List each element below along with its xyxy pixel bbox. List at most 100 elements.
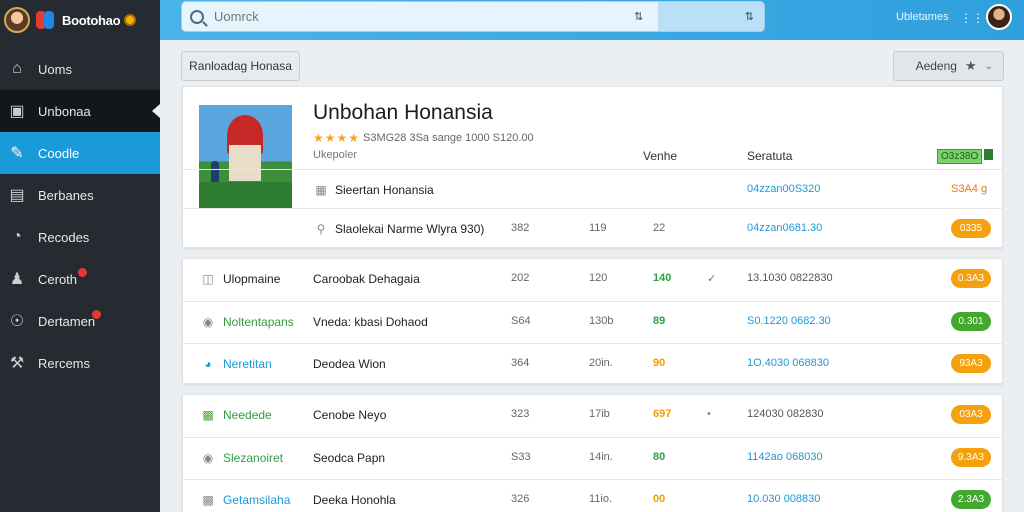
row-col2: 119 xyxy=(589,222,607,234)
notification-badge xyxy=(78,268,87,277)
sort-label: Aedeng xyxy=(915,59,957,73)
row-name: Neretitan xyxy=(223,357,272,371)
logo-icon xyxy=(36,11,56,29)
rating-text: S3MG28 3Sa sange 1000 S120.00 xyxy=(363,132,534,144)
row-pill[interactable]: 03A3 xyxy=(951,405,991,424)
plants-shape xyxy=(199,182,292,208)
featured-title: Unbohan Honansia xyxy=(313,101,493,124)
row-pill[interactable]: 0.3A3 xyxy=(951,269,991,288)
sidebar-item-recodes[interactable]: ◔ Recodes xyxy=(0,216,160,258)
row-col1: S64 xyxy=(511,315,531,327)
list-card: ◫ Ulopmaine Caroobak Dehagaia 202 120 14… xyxy=(182,258,1004,384)
row-tick: ✓ xyxy=(707,273,717,285)
sidebar-item-dertamen[interactable]: ☉ Dertamen xyxy=(0,300,160,342)
users-icon: ♟ xyxy=(9,271,25,288)
row-desc: Deeka Honohla xyxy=(313,493,396,507)
row-col1: S33 xyxy=(511,451,531,463)
table-row[interactable]: ◕ Neretitan Deodea Wion 364 20in. 90 1O.… xyxy=(183,343,1004,384)
row-code: 04zzan0681.30 xyxy=(747,222,823,234)
total-badge: O3z38O xyxy=(937,149,983,164)
sidebar-item-inbox[interactable]: ▣ Unbonaa xyxy=(0,90,160,132)
row-col3: 90 xyxy=(653,357,666,369)
brand[interactable]: Bootohao xyxy=(0,0,160,40)
rating-stars: ★★★★ xyxy=(313,131,361,145)
row-code: 10.030 008830 xyxy=(747,493,821,505)
row-code: S0.1220 0682.30 xyxy=(747,315,831,327)
sidebar-item-label: Coodle xyxy=(38,145,80,161)
sidebar-item-label: Dertamen xyxy=(38,313,96,329)
table-row[interactable]: ▩ Getamsilaha Deeka Honohla 326 11io. 00… xyxy=(183,479,1004,512)
sidebar-item-label: Unbonaa xyxy=(38,103,91,119)
sidebar-item-rercems[interactable]: ⚒ Rercems xyxy=(0,342,160,384)
row-code: 04zzan00S320 xyxy=(747,183,821,195)
table-row[interactable]: ◉ Slezanoiret Seodca Papn S33 14in. 80 1… xyxy=(183,437,1004,478)
user-avatar[interactable] xyxy=(986,4,1012,30)
table-row[interactable]: ◫ Ulopmaine Caroobak Dehagaia 202 120 14… xyxy=(183,259,1004,300)
sidebar-item-ceroth[interactable]: ♟ Ceroth xyxy=(0,258,160,300)
table-row[interactable]: ⚲ Slaolekai Narme Wlyra 930) 382 119 22 … xyxy=(183,208,1004,249)
row-code: 1O.4030 068830 xyxy=(747,357,829,369)
row-code: 1142ao 068030 xyxy=(747,451,823,463)
sidebar-item-label: Berbanes xyxy=(38,187,94,203)
row-col2: 130b xyxy=(589,315,614,327)
sidebar-item-label: Recodes xyxy=(38,229,90,245)
column-header-status[interactable]: Seratuta xyxy=(747,149,793,163)
sidebar-item-coodle[interactable]: ✎ Coodle xyxy=(0,132,160,174)
voice-icon[interactable]: ⇅ xyxy=(744,11,754,23)
circle-icon: ◕ xyxy=(204,357,212,371)
list-card: ▩ Needede Cenobe Neyo 323 17ib 697 • 124… xyxy=(182,394,1004,512)
row-amount: S3A4 g xyxy=(951,183,988,195)
download-button[interactable]: Ranloadag Honasa xyxy=(181,51,300,81)
row-pill[interactable]: 0.301 xyxy=(951,312,991,331)
row-name: Ulopmaine xyxy=(223,272,281,286)
active-caret-icon xyxy=(152,104,160,118)
row-pill[interactable]: 9.3A3 xyxy=(951,448,991,467)
featured-card: Unbohan Honansia ★★★★ S3MG28 3Sa sange 1… xyxy=(182,86,1004,249)
sidebar-item-label: Rercems xyxy=(38,355,91,371)
top-link[interactable]: Ubletames xyxy=(896,11,949,23)
search-icon xyxy=(190,9,204,24)
row-desc: Deodea Wion xyxy=(313,357,386,371)
row-name: Noltentapans xyxy=(223,315,294,329)
filter-icon[interactable]: ⇅ xyxy=(634,11,644,23)
apps-icon[interactable]: ⋮⋮ xyxy=(960,11,984,25)
row-col2: 20in. xyxy=(589,357,613,369)
row-pill[interactable]: 93A3 xyxy=(951,354,991,373)
row-col1: 323 xyxy=(511,408,530,420)
column-header-vendor[interactable]: Venhe xyxy=(643,149,678,163)
row-desc: Seodca Papn xyxy=(313,451,386,465)
column-header-label: Ukepoler xyxy=(313,149,358,161)
person-shape xyxy=(211,161,219,191)
row-pill[interactable]: 2.3A3 xyxy=(951,490,991,509)
row-name: Getamsilaha xyxy=(223,493,291,507)
row-col3: 22 xyxy=(653,222,666,234)
row-col1: 326 xyxy=(511,493,530,505)
key-icon: ⚲ xyxy=(316,222,326,236)
row-col2: 17ib xyxy=(589,408,610,420)
bag-icon: ◫ xyxy=(202,272,214,286)
table-row[interactable]: ▩ Needede Cenobe Neyo 323 17ib 697 • 124… xyxy=(183,395,1004,436)
sidebar-nav: ⌂ Uoms ▣ Unbonaa ✎ Coodle ▤ Berbanes ◔ R… xyxy=(0,48,160,384)
row-pill[interactable]: 0335 xyxy=(951,219,991,238)
sort-dropdown[interactable]: Aedeng ★ ⌄ xyxy=(893,51,1004,81)
table-row[interactable]: ◉ Noltentapans Vneda: kbasi Dohaod S64 1… xyxy=(183,301,1004,342)
search-extension: ⇅ xyxy=(658,2,764,31)
sidebar-item-berbanes[interactable]: ▤ Berbanes xyxy=(0,174,160,216)
tower-shape xyxy=(229,145,261,181)
row-col1: 382 xyxy=(511,222,530,234)
target-icon: ◉ xyxy=(202,315,214,329)
grid-icon: ▦ xyxy=(315,183,327,197)
row-desc: Vneda: kbasi Dohaod xyxy=(313,315,428,329)
coin-icon xyxy=(124,14,137,26)
document-icon: ✎ xyxy=(10,145,24,162)
table-row[interactable]: ▦ Sieertan Honansia 04zzan00S320 S3A4 g xyxy=(183,169,1004,210)
sidebar-item-home[interactable]: ⌂ Uoms xyxy=(0,48,160,90)
brand-avatar xyxy=(4,7,30,33)
home-icon: ⌂ xyxy=(12,60,22,77)
total-icon xyxy=(984,149,993,160)
row-col2: 14in. xyxy=(589,451,613,463)
pie-chart-icon: ◔ xyxy=(12,228,22,245)
search-input[interactable] xyxy=(214,9,614,24)
brand-name: Bootohao xyxy=(62,12,121,28)
row-col3: 697 xyxy=(653,408,672,420)
